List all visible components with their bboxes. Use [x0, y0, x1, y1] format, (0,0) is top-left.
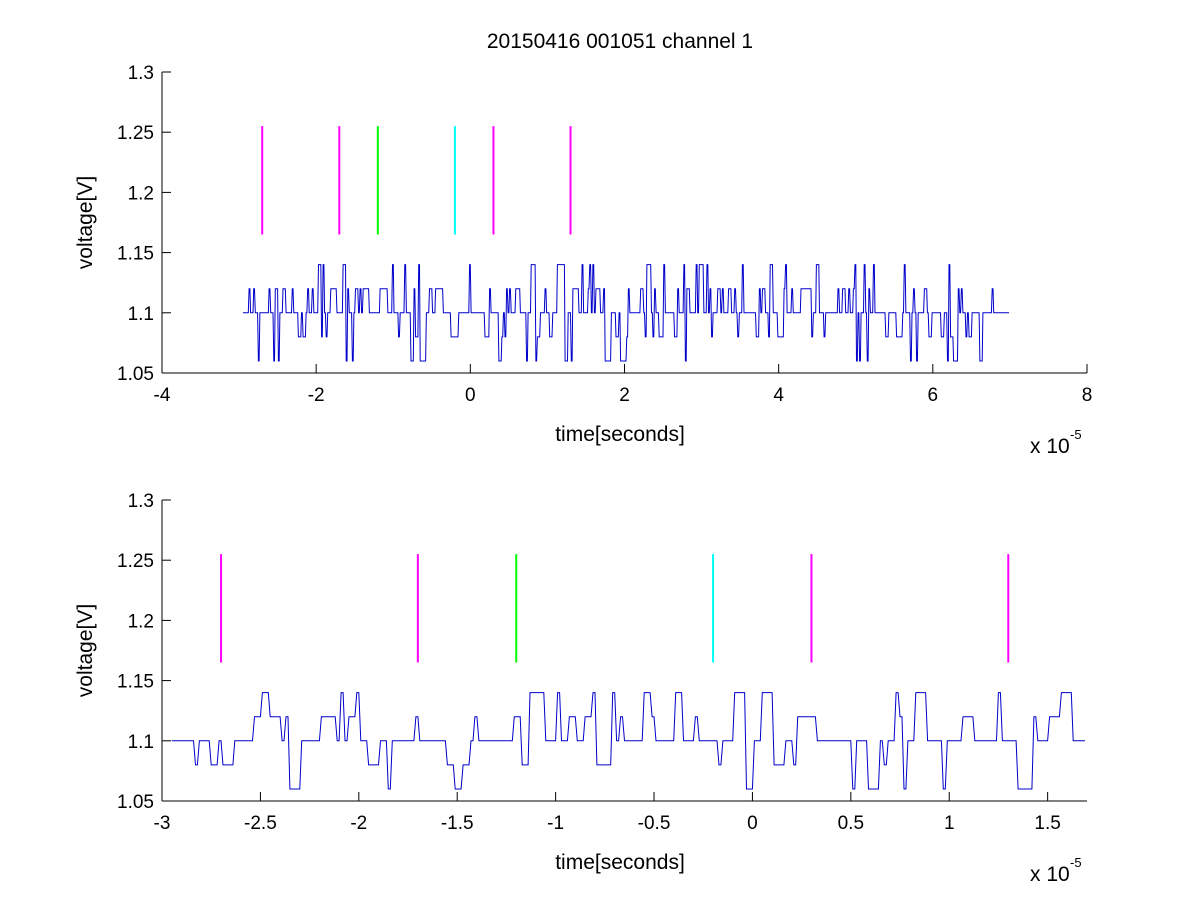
x-tick-label: 0 — [465, 385, 476, 406]
x-tick-label: 0 — [747, 813, 758, 834]
x-axis-label: time[seconds] — [555, 423, 685, 446]
x-tick-label: 6 — [928, 385, 939, 406]
x-tick-label: -4 — [154, 385, 171, 406]
figure-title: 20150416 001051 channel 1 — [487, 30, 753, 53]
y-tick-label: 1.05 — [117, 792, 154, 813]
x-exponent-value: -5 — [1070, 855, 1082, 870]
y-tick-label: 1.05 — [117, 364, 154, 385]
y-tick-label: 1.25 — [117, 551, 154, 572]
signal-series-line — [171, 692, 1085, 790]
x-tick-label: -2 — [308, 385, 325, 406]
x-exponent-value: -5 — [1070, 427, 1082, 442]
x-tick-label: 1 — [944, 813, 955, 834]
y-axis-label: voltage[V] — [74, 176, 97, 269]
y-tick-label: 1.3 — [128, 63, 154, 84]
top-plot: 1.05 1.1 1.15 1.2 1.25 1.3 -4 -2 0 2 4 6 8 time[secon… — [74, 63, 1092, 458]
x-tick-label: 2 — [619, 385, 630, 406]
x-tick-label: -2.5 — [244, 813, 277, 834]
x-tick-label: -2 — [350, 813, 367, 834]
y-tick-label: 1.1 — [128, 304, 154, 325]
x-exponent-label: x 10 — [1030, 435, 1070, 458]
y-tick-label: 1.25 — [117, 123, 154, 144]
x-exponent-label: x 10 — [1030, 863, 1070, 886]
x-tick-label: 0.5 — [838, 813, 864, 834]
x-tick-label: 1.5 — [1034, 813, 1060, 834]
y-tick-label: 1.2 — [128, 183, 154, 204]
y-tick-label: 1.3 — [128, 491, 154, 512]
x-tick-label: -3 — [154, 813, 171, 834]
x-tick-label: -1.5 — [441, 813, 474, 834]
x-tick-label: -1 — [547, 813, 564, 834]
x-tick-label: 4 — [773, 385, 784, 406]
y-tick-label: 1.15 — [117, 244, 154, 265]
y-tick-label: 1.1 — [128, 732, 154, 753]
y-tick-label: 1.15 — [117, 672, 154, 693]
x-axis-label: time[seconds] — [555, 851, 685, 874]
x-tick-label: 8 — [1082, 385, 1093, 406]
y-axis-label: voltage[V] — [74, 604, 97, 697]
y-tick-label: 1.2 — [128, 611, 154, 632]
bottom-plot: 1.05 1.1 1.15 1.2 1.25 1.3 -3 -2.5 -2 -1.5 -1 -0.5 0… — [74, 491, 1087, 886]
x-tick-label: -0.5 — [638, 813, 671, 834]
signal-series-line — [242, 264, 1010, 362]
